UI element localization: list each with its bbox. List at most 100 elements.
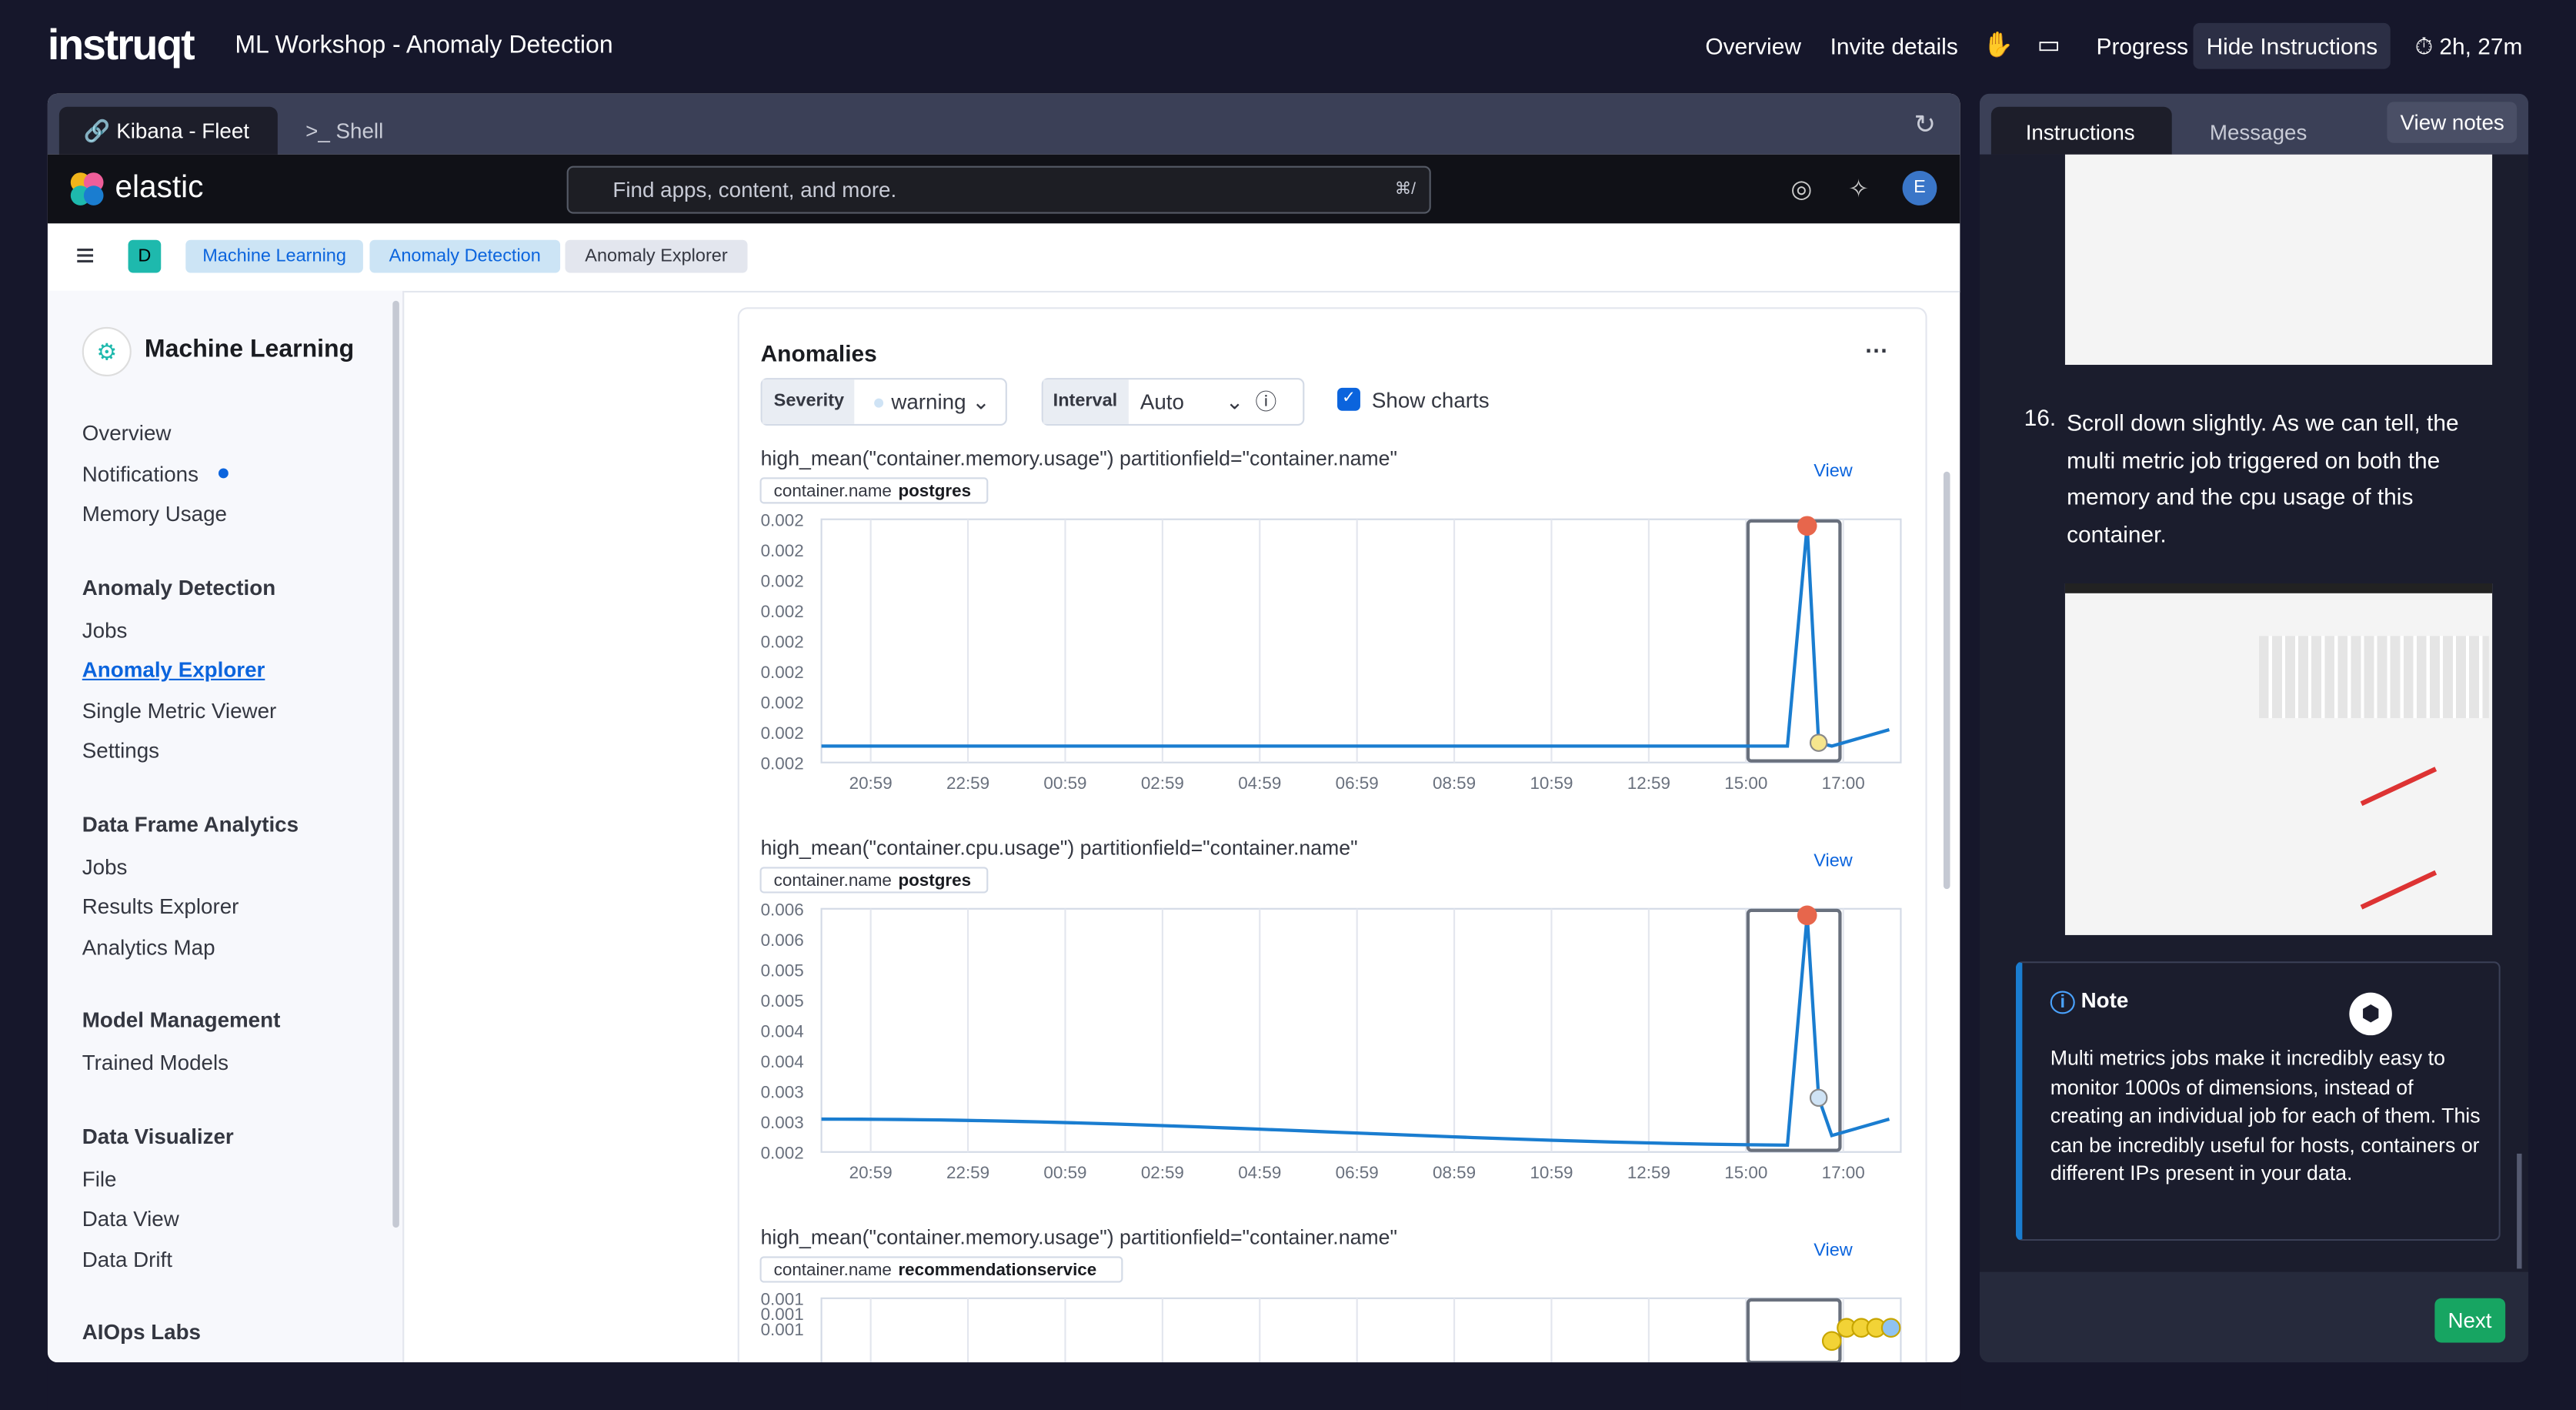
x-tick-label: 04:59 [1238,1163,1281,1182]
nav-icon[interactable]: ✋ [1983,31,2014,59]
y-tick-label: 0.004 [761,1021,804,1041]
entity-badge [759,867,989,894]
sidebar-item[interactable]: Single Metric Viewer [82,697,277,723]
sidebar-item[interactable]: Jobs [82,616,128,642]
search-placeholder: Find apps, content, and more. [612,177,897,202]
x-tick-label: 10:59 [1530,1163,1573,1182]
anomaly-marker [1797,516,1817,536]
instructions-panel: Instructions Messages View notes ⬢ Next [1979,93,2529,1363]
show-charts[interactable]: Show charts [1371,387,1490,413]
tab[interactable]: >_ Shell [305,118,384,143]
view-link[interactable]: View [1814,1239,1852,1259]
brand: elastic [115,171,204,205]
entity-field: container.name [774,870,892,890]
panel-menu[interactable]: ⋯ [1864,336,1888,363]
frame-bottom [47,1362,1960,1410]
series-line [821,526,1890,748]
selection [1746,519,1842,763]
note-text: Multi metrics jobs make it incredibly ea… [2050,1047,2481,1186]
timer[interactable]: ⏱ 2h, 27m [2414,32,2523,59]
nav-item[interactable]: Invite details [1830,32,1958,59]
severity-prepend [762,379,855,424]
checkbox[interactable]: ✓ [1337,387,1360,411]
sidebar-item[interactable]: Memory Usage [82,501,227,526]
search-box[interactable] [566,165,1431,214]
interval-value: Auto [1140,389,1184,415]
breadcrumb-bar [47,223,1960,293]
x-tick-label: 06:59 [1336,1163,1379,1182]
tab[interactable]: Instructions [2025,119,2135,145]
tab[interactable]: 🔗 Kibana - Fleet [83,118,250,143]
note-title: i Note [2050,987,2128,1014]
thumb-grid [2258,636,2489,719]
help-icon[interactable]: ◎ [1790,175,1813,204]
y-tick-label: 0.003 [761,1082,804,1101]
nav-item[interactable]: Hide Instructions [2193,22,2391,69]
x-tick-label: 15:00 [1724,773,1767,793]
chart-title: high_mean("container.memory.usage") part… [761,1225,1397,1248]
tab-text: Kibana - Fleet [116,118,250,143]
sidebar-item[interactable]: File [82,1165,117,1191]
tab-active[interactable] [58,106,278,155]
sidebar-item[interactable]: Jobs [82,854,128,879]
y-tick-label: 0.001 [761,1289,804,1308]
x-tick-label: 20:59 [849,1163,893,1182]
y-tick-label: 0.001 [761,1305,804,1324]
x-tick-label: 22:59 [946,1163,989,1182]
severity-text: warning [891,389,966,415]
tab-active[interactable] [1990,106,2172,155]
sidebar-item[interactable]: Data Drift [82,1246,172,1271]
nav-icon[interactable]: ▭ [2037,31,2060,59]
x-tick-label: 08:59 [1433,773,1476,793]
severity-label: Severity [773,391,845,411]
menu[interactable]: ≡ [75,238,95,275]
scrollbar [1943,471,1950,890]
view-notes[interactable]: View notes [2387,102,2518,143]
nav-item[interactable]: Progress [2096,32,2189,59]
next-button[interactable]: Next [2434,1298,2505,1343]
interval-caret: ⌄ ⓘ [1225,389,1277,415]
view-link[interactable]: View [1814,850,1852,870]
interval-prepend [1043,379,1129,424]
refresh[interactable]: ↻ [1914,112,1937,140]
x-tick-label: 02:59 [1141,773,1184,793]
breadcrumb[interactable]: Anomaly Detection [369,239,561,273]
news-icon[interactable]: ✧ [1848,175,1869,204]
x-tick-label: 15:00 [1724,1163,1767,1182]
sidebar-item[interactable]: Anomaly Explorer [82,657,265,683]
sidebar-item[interactable]: Analytics Map [82,934,215,959]
nav-item[interactable]: Overview [1705,32,1801,59]
y-tick-label: 0.006 [761,900,804,919]
dot [218,467,229,478]
space-badge[interactable]: D [128,239,162,273]
tab-text: Shell [335,118,384,143]
series-line [821,915,1890,1148]
sidebar-item[interactable]: Notifications [82,460,199,486]
interval-label: Interval [1053,391,1118,411]
sidebar-heading: Anomaly Detection [82,574,276,600]
x-tick-label: 04:59 [1238,773,1281,793]
screenshot-thumb [2064,154,2493,366]
logo: instruqt [47,19,195,69]
tab[interactable]: Messages [2209,119,2307,145]
anomaly-marker [1797,905,1817,926]
sidebar-item[interactable]: Overview [82,420,172,446]
y-tick-label: 0.003 [761,1113,804,1132]
sidebar-item[interactable]: Settings [82,737,160,763]
view-link[interactable]: View [1814,460,1852,480]
anomaly-marker [1809,733,1828,752]
sidebar-title: Machine Learning [144,335,355,363]
entity-field: container.name [774,1260,892,1279]
sidebar-item[interactable]: Trained Models [82,1050,229,1075]
sidebar-heading: AIOps Labs [82,1319,202,1345]
sidebar-item[interactable]: Data View [82,1206,179,1231]
breadcrumb[interactable]: Machine Learning [185,239,363,273]
entity-value: recommendationservice [898,1260,1096,1279]
severity-value: ● warning ⌄ [872,389,990,415]
y-tick-label: 0.002 [761,602,804,621]
avatar[interactable]: E [1902,171,1937,205]
sidebar-item[interactable]: Results Explorer [82,894,239,919]
x-tick-label: 00:59 [1043,1163,1086,1182]
entity-value: postgres [898,870,971,890]
